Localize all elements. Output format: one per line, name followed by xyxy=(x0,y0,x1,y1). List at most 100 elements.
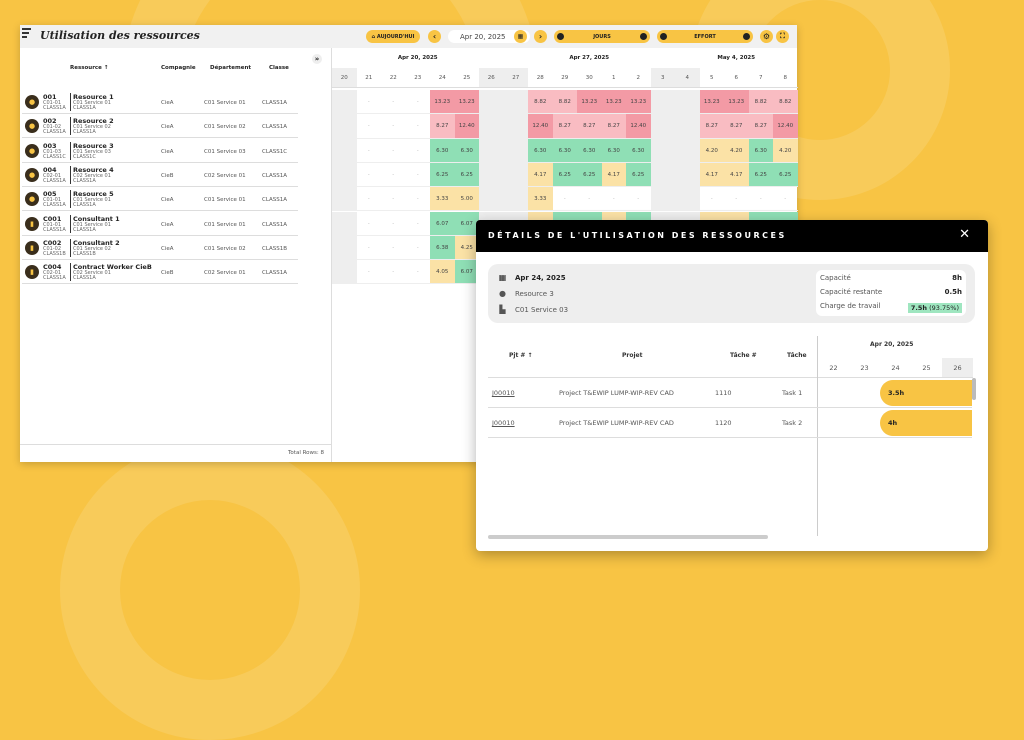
utilization-cell[interactable]: 5.00 xyxy=(454,187,479,212)
utilization-cell[interactable]: 6.25 xyxy=(454,162,479,188)
utilization-cell[interactable]: 6.30 xyxy=(577,138,602,163)
settings-button[interactable]: ⚙ xyxy=(760,30,773,43)
utilization-cell[interactable]: - xyxy=(356,187,381,212)
utilization-cell[interactable] xyxy=(650,138,675,163)
utilization-cell[interactable] xyxy=(332,260,357,285)
table-row[interactable]: ● 001 C01-01 CLASS1A Resource 1 C01 Service 0… xyxy=(22,90,298,114)
utilization-cell[interactable]: - xyxy=(381,90,406,115)
utilization-cell[interactable] xyxy=(650,90,675,115)
prev-button[interactable]: ‹ xyxy=(428,30,441,43)
table-row[interactable]: ▮ C004 C02-01 CLASS1A Contract Worker CieB C0… xyxy=(22,260,298,285)
utilization-cell[interactable]: 6.30 xyxy=(528,138,553,163)
utilization-cell[interactable]: - xyxy=(773,187,798,212)
utilization-cell[interactable]: - xyxy=(699,187,724,212)
table-row[interactable]: J00010 Project T&EWIP LUMP-WIP-REV CAD 112… xyxy=(488,408,817,438)
utilization-cell[interactable]: 6.07 xyxy=(454,211,479,236)
utilization-cell[interactable]: 6.30 xyxy=(748,138,773,163)
utilization-cell[interactable]: 13.23 xyxy=(626,90,651,115)
utilization-cell[interactable]: - xyxy=(356,236,381,261)
close-icon[interactable]: ✕ xyxy=(959,227,970,242)
collapse-button[interactable]: » xyxy=(312,54,322,64)
utilization-cell[interactable] xyxy=(675,114,700,139)
prev-mode-icon[interactable] xyxy=(660,33,667,40)
utilization-cell[interactable]: - xyxy=(405,236,430,261)
utilization-cell[interactable]: 4.17 xyxy=(699,162,724,188)
utilization-cell[interactable]: 4.20 xyxy=(699,138,724,163)
col-class[interactable]: Classe xyxy=(269,65,289,71)
menu-icon[interactable] xyxy=(22,28,31,40)
date-input[interactable]: Apr 20, 2025 xyxy=(448,30,530,43)
project-link[interactable]: J00010 xyxy=(492,419,515,427)
calendar-button[interactable]: ▦ xyxy=(514,30,527,43)
table-row[interactable]: ● 004 C02-01 CLASS1A Resource 4 C02 Service 0… xyxy=(22,163,298,187)
utilization-cell[interactable] xyxy=(503,138,528,163)
utilization-cell[interactable] xyxy=(332,138,357,163)
utilization-cell[interactable]: 13.23 xyxy=(454,90,479,115)
vertical-scrollbar[interactable] xyxy=(972,378,976,400)
next-mode-icon[interactable] xyxy=(743,33,750,40)
utilization-cell[interactable] xyxy=(503,162,528,188)
utilization-cell[interactable]: - xyxy=(381,236,406,261)
utilization-cell[interactable]: - xyxy=(356,212,381,236)
utilization-cell[interactable] xyxy=(332,211,357,236)
utilization-cell[interactable] xyxy=(675,90,700,115)
utilization-cell[interactable]: - xyxy=(626,187,651,212)
table-row[interactable]: ● 003 C01-03 CLASS1C Resource 3 C01 Service 0… xyxy=(22,139,298,163)
utilization-cell[interactable] xyxy=(479,162,504,188)
utilization-cell[interactable]: 8.27 xyxy=(577,114,602,139)
utilization-cell[interactable]: - xyxy=(748,187,773,212)
utilization-cell[interactable]: - xyxy=(724,187,749,212)
utilization-cell[interactable]: 13.23 xyxy=(699,90,724,115)
table-row[interactable]: J00010 Project T&EWIP LUMP-WIP-REV CAD 111… xyxy=(488,378,817,408)
utilization-cell[interactable]: - xyxy=(381,212,406,236)
utilization-cell[interactable]: 6.25 xyxy=(748,162,773,188)
today-button[interactable]: ⌂ AUJOURD'HUI xyxy=(366,30,420,43)
gantt-bar[interactable]: 3.5h xyxy=(880,380,972,406)
utilization-cell[interactable]: 6.30 xyxy=(601,138,626,163)
utilization-cell[interactable]: 6.07 xyxy=(430,211,455,236)
utilization-cell[interactable]: 13.23 xyxy=(577,90,602,115)
utilization-cell[interactable]: - xyxy=(356,163,381,188)
utilization-cell[interactable]: - xyxy=(356,260,381,285)
utilization-cell[interactable]: 12.40 xyxy=(626,114,651,139)
utilization-cell[interactable]: 4.25 xyxy=(454,235,479,261)
table-row[interactable]: ● 005 C01-01 CLASS1A Resource 5 C01 Service 0… xyxy=(22,187,298,212)
horizontal-scrollbar[interactable] xyxy=(488,535,768,539)
utilization-cell[interactable]: 12.40 xyxy=(773,114,798,139)
utilization-cell[interactable] xyxy=(503,114,528,139)
prev-view-icon[interactable] xyxy=(557,33,564,40)
utilization-cell[interactable] xyxy=(650,162,675,188)
utilization-cell[interactable]: 6.25 xyxy=(626,162,651,188)
col-tache[interactable]: Tâche xyxy=(787,352,807,359)
utilization-cell[interactable]: 12.40 xyxy=(454,114,479,139)
utilization-cell[interactable] xyxy=(650,187,675,212)
utilization-cell[interactable] xyxy=(650,114,675,139)
utilization-cell[interactable]: - xyxy=(356,90,381,115)
utilization-cell[interactable]: 6.30 xyxy=(430,138,455,163)
project-link[interactable]: J00010 xyxy=(492,389,515,397)
utilization-cell[interactable]: 6.30 xyxy=(626,138,651,163)
table-row[interactable]: ● 002 C01-02 CLASS1A Resource 2 C01 Service 0… xyxy=(22,114,298,139)
col-company[interactable]: Compagnie xyxy=(161,65,196,71)
utilization-cell[interactable]: 6.38 xyxy=(430,235,455,261)
utilization-cell[interactable] xyxy=(503,187,528,212)
utilization-cell[interactable]: - xyxy=(405,139,430,163)
next-button[interactable]: › xyxy=(534,30,547,43)
utilization-cell[interactable]: 3.33 xyxy=(528,187,553,212)
utilization-cell[interactable]: 4.20 xyxy=(773,138,798,163)
utilization-cell[interactable] xyxy=(332,114,357,139)
gantt-bar[interactable]: 4h xyxy=(880,410,972,436)
utilization-cell[interactable]: - xyxy=(577,187,602,212)
utilization-cell[interactable]: - xyxy=(405,163,430,188)
utilization-cell[interactable]: 3.33 xyxy=(430,187,455,212)
fullscreen-button[interactable]: ⛶ xyxy=(776,30,789,43)
col-projet[interactable]: Projet xyxy=(622,352,643,359)
utilization-cell[interactable] xyxy=(675,187,700,212)
table-row[interactable]: ▮ C001 C01-01 CLASS1A Consultant 1 C01 Servic… xyxy=(22,212,298,236)
utilization-cell[interactable]: - xyxy=(381,260,406,285)
utilization-cell[interactable]: 6.25 xyxy=(430,162,455,188)
col-resource[interactable]: Ressource ↑ xyxy=(70,65,109,71)
utilization-cell[interactable]: 4.20 xyxy=(724,138,749,163)
utilization-cell[interactable] xyxy=(675,162,700,188)
mode-selector[interactable]: EFFORT xyxy=(657,30,753,43)
